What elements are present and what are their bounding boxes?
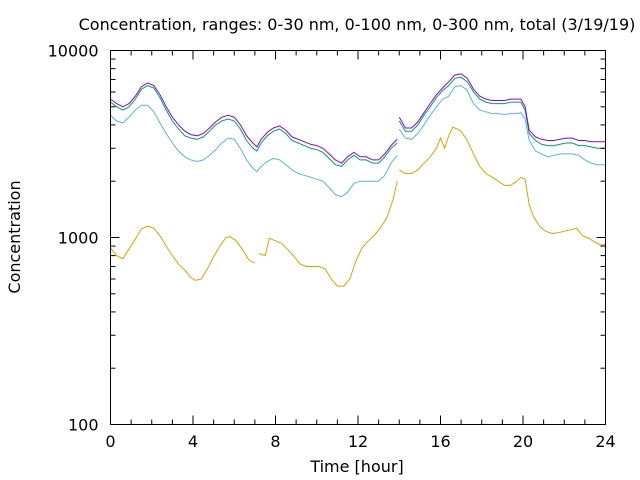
x-tick-label: 8	[270, 432, 280, 451]
series-3-segment-2	[398, 76, 606, 149]
series-4-segment-2	[398, 73, 606, 143]
tick-layer: 0 4 8 12 16 20 24 100 1000 10000	[48, 42, 616, 452]
x-tick-label: 24	[595, 432, 615, 451]
x-tick-label: 12	[348, 432, 368, 451]
x-tick-label: 16	[430, 432, 450, 451]
series-3-segment-1	[110, 84, 398, 167]
chart-title: Concentration, ranges: 0-30 nm, 0-100 nm…	[79, 15, 636, 34]
y-axis-title: Concentration	[5, 180, 24, 293]
series-2-segment-2	[398, 84, 606, 166]
x-tick-label: 0	[105, 432, 115, 451]
series-1-segment-2	[258, 181, 398, 287]
series-1-segment-1	[110, 225, 256, 281]
series-layer	[110, 73, 606, 287]
y-tick-label: 100	[68, 416, 99, 435]
x-tick-label: 4	[188, 432, 198, 451]
x-tick-label: 20	[513, 432, 533, 451]
series-4-segment-1	[110, 82, 398, 164]
series-1-segment-3	[399, 126, 606, 246]
y-tick-label: 10000	[48, 42, 99, 61]
plot-frame	[110, 50, 606, 425]
series-2-segment-1	[110, 104, 398, 198]
y-tick-label: 1000	[58, 229, 99, 248]
x-axis-title: Time [hour]	[309, 457, 403, 476]
